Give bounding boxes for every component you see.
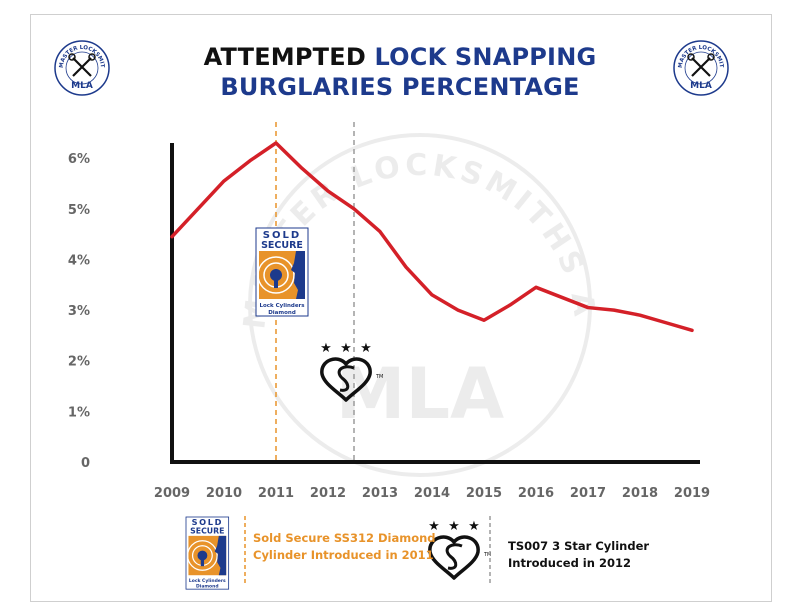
kitemark-badge: ★ ★ ★ TM bbox=[320, 341, 383, 402]
x-tick-label: 2013 bbox=[362, 486, 398, 501]
mla-logo-left: MASTER LOCKSMITHS ASSOCIATION MLA bbox=[0, 0, 110, 96]
legend-kitemark-badge: ★ ★ ★ TM bbox=[428, 519, 491, 580]
crossed-keys-icon bbox=[691, 57, 711, 77]
x-tick-label: 2012 bbox=[310, 486, 346, 501]
sold-text: SOLD bbox=[192, 517, 223, 527]
legend-ts007-text: TS007 3 Star Cylinder Introduced in 2012 bbox=[508, 538, 649, 572]
y-tick-label: 3% bbox=[68, 304, 90, 319]
kitemark-tm: TM bbox=[483, 552, 491, 558]
marker-lines bbox=[275, 122, 355, 460]
mla-abbr-right: MLA bbox=[690, 81, 712, 91]
star-icon: ★ bbox=[468, 519, 480, 534]
x-tick-label: 2010 bbox=[206, 486, 242, 501]
y-tick-label: 4% bbox=[68, 253, 90, 268]
legend-ts007-line2: Introduced in 2012 bbox=[508, 556, 631, 570]
star-icon: ★ bbox=[340, 341, 352, 356]
y-tick-label: 0 bbox=[81, 456, 90, 471]
face-profile-icon bbox=[291, 251, 305, 299]
sold-sub2: Diamond bbox=[268, 310, 296, 316]
secure-text: SECURE bbox=[261, 240, 303, 251]
sold-secure-badge: SOLD SECURE Lock Cylinders Diamond bbox=[255, 227, 309, 317]
star-icon: ★ bbox=[428, 519, 440, 534]
mla-abbr-left: MLA bbox=[71, 81, 93, 91]
y-tick-label: 2% bbox=[68, 355, 90, 370]
legend-sold-secure-badge: SOLD SECURE Lock Cylinders Diamond bbox=[185, 516, 230, 590]
x-tick-label: 2017 bbox=[570, 486, 606, 501]
sold-sub1: Lock Cylinders bbox=[189, 578, 226, 584]
title-part-attempted: ATTEMPTED bbox=[203, 43, 375, 71]
sold-sub2: Diamond bbox=[196, 584, 219, 590]
kitemark-s-icon bbox=[445, 543, 463, 570]
x-tick-label: 2011 bbox=[258, 486, 294, 501]
title-part-lock-snapping: LOCK SNAPPING bbox=[374, 43, 597, 71]
series-line-0 bbox=[170, 141, 694, 333]
sold-text: SOLD bbox=[263, 230, 301, 241]
kitemark-s-icon bbox=[337, 365, 355, 392]
kitemark-tm: TM bbox=[375, 374, 383, 380]
x-tick-label: 2016 bbox=[518, 486, 554, 501]
x-tick-label: 2009 bbox=[154, 486, 190, 501]
x-tick-label: 2014 bbox=[414, 486, 450, 501]
chart-series bbox=[170, 141, 694, 333]
svg-text:MASTER LOCKSMITHS ASSOCIATION: MASTER LOCKSMITHS ASSOCIATION bbox=[0, 0, 724, 68]
watermark-abbr: MLA bbox=[336, 353, 504, 435]
y-tick-labels: 0 1% 2% 3% 4% 5% 6% bbox=[68, 152, 90, 471]
chart-title-line1: ATTEMPTED LOCK SNAPPING bbox=[0, 42, 800, 72]
mla-logo-right: MASTER LOCKSMITHS ASSOCIATION MLA bbox=[0, 0, 729, 96]
kitemark-heart-icon bbox=[428, 535, 480, 580]
secure-text: SECURE bbox=[190, 526, 224, 535]
x-tick-label: 2015 bbox=[466, 486, 502, 501]
chart-title-line2: BURGLARIES PERCENTAGE bbox=[220, 73, 580, 101]
legend-sold-secure-line2: Cylinder Introduced in 2011 bbox=[253, 548, 434, 562]
x-tick-label: 2019 bbox=[674, 486, 710, 501]
legend-sold-secure-line1: Sold Secure SS312 Diamond bbox=[253, 531, 436, 545]
chart-frame bbox=[30, 14, 772, 602]
legend-ts007-line1: TS007 3 Star Cylinder bbox=[508, 539, 650, 553]
y-tick-label: 5% bbox=[68, 203, 90, 218]
x-tick-label: 2018 bbox=[622, 486, 658, 501]
star-icon: ★ bbox=[360, 341, 372, 356]
crossed-keys-icon bbox=[72, 57, 92, 77]
y-tick-label: 6% bbox=[68, 152, 90, 167]
star-icon: ★ bbox=[448, 519, 460, 534]
y-tick-label: 1% bbox=[68, 405, 90, 420]
mla-ring-text-right: MASTER LOCKSMITHS ASSOCIATION bbox=[0, 0, 724, 68]
x-tick-labels: 2009 2010 2011 2012 2013 2014 2015 2016 2017 2018… bbox=[154, 486, 710, 501]
legend-sold-secure-text: Sold Secure SS312 Diamond Cylinder Intro… bbox=[253, 530, 436, 564]
chart-axes bbox=[170, 143, 700, 464]
sold-sub1: Lock Cylinders bbox=[259, 303, 305, 309]
face-profile-icon bbox=[214, 535, 227, 576]
star-icon: ★ bbox=[320, 341, 332, 356]
kitemark-heart-icon bbox=[320, 357, 372, 402]
